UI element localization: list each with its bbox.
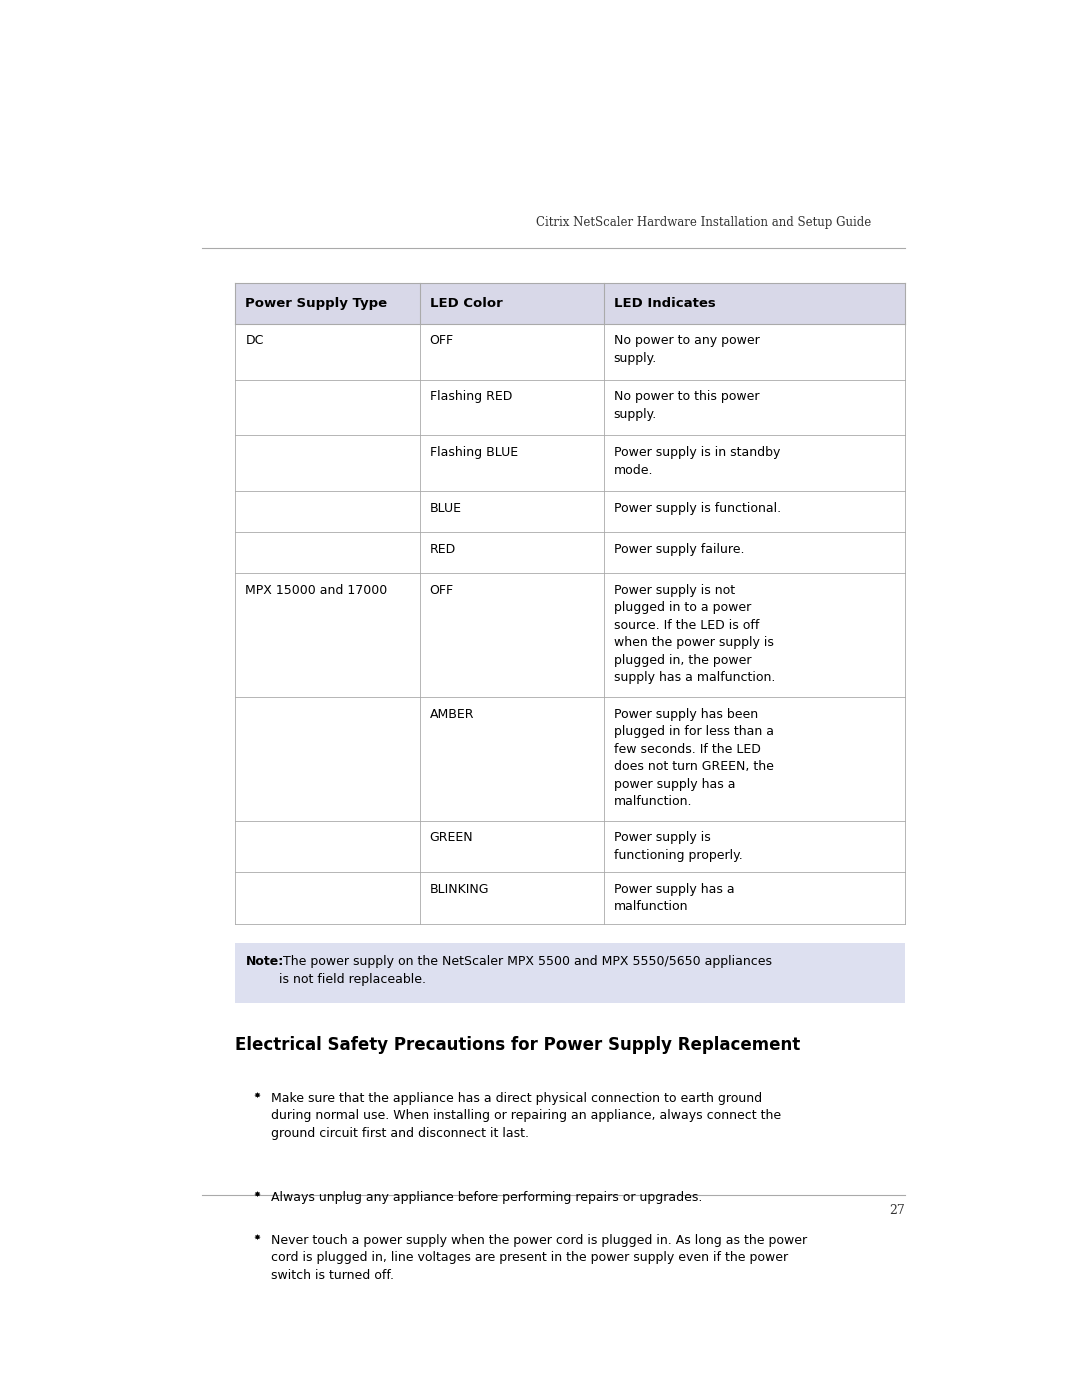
Text: OFF: OFF: [430, 584, 454, 597]
Text: AMBER: AMBER: [430, 708, 474, 721]
Text: Power supply is functional.: Power supply is functional.: [613, 502, 781, 515]
Text: No power to this power
supply.: No power to this power supply.: [613, 390, 759, 420]
Text: Electrical Safety Precautions for Power Supply Replacement: Electrical Safety Precautions for Power …: [235, 1035, 800, 1053]
Text: GREEN: GREEN: [430, 831, 473, 844]
Text: Power supply has been
plugged in for less than a
few seconds. If the LED
does no: Power supply has been plugged in for les…: [613, 708, 773, 807]
Text: Power supply is
functioning properly.: Power supply is functioning properly.: [613, 831, 743, 862]
Text: Power supply has a
malfunction: Power supply has a malfunction: [613, 883, 734, 914]
FancyBboxPatch shape: [235, 282, 905, 324]
Text: No power to any power
supply.: No power to any power supply.: [613, 334, 759, 365]
Text: Citrix NetScaler Hardware Installation and Setup Guide: Citrix NetScaler Hardware Installation a…: [537, 217, 872, 229]
Text: LED Color: LED Color: [430, 296, 502, 310]
Text: BLINKING: BLINKING: [430, 883, 489, 895]
Text: OFF: OFF: [430, 334, 454, 348]
Text: Never touch a power supply when the power cord is plugged in. As long as the pow: Never touch a power supply when the powe…: [271, 1234, 807, 1281]
Text: Make sure that the appliance has a direct physical connection to earth ground
du: Make sure that the appliance has a direc…: [271, 1091, 781, 1140]
Text: ✸: ✸: [254, 1190, 261, 1200]
Text: 27: 27: [889, 1204, 905, 1217]
Text: LED Indicates: LED Indicates: [613, 296, 716, 310]
Text: Flashing RED: Flashing RED: [430, 390, 512, 404]
Text: Note:: Note:: [245, 956, 284, 968]
Text: DC: DC: [245, 334, 264, 348]
Text: The power supply on the NetScaler MPX 5500 and MPX 5550/5650 appliances
is not f: The power supply on the NetScaler MPX 55…: [279, 956, 772, 985]
Text: Power supply is not
plugged in to a power
source. If the LED is off
when the pow: Power supply is not plugged in to a powe…: [613, 584, 775, 685]
Text: ✸: ✸: [254, 1091, 261, 1101]
Text: Power supply is in standby
mode.: Power supply is in standby mode.: [613, 446, 780, 476]
Text: Flashing BLUE: Flashing BLUE: [430, 446, 517, 460]
Text: MPX 15000 and 17000: MPX 15000 and 17000: [245, 584, 388, 597]
Text: Power supply failure.: Power supply failure.: [613, 543, 744, 556]
Text: ✸: ✸: [254, 1234, 261, 1243]
Text: Always unplug any appliance before performing repairs or upgrades.: Always unplug any appliance before perfo…: [271, 1190, 702, 1204]
Text: RED: RED: [430, 543, 456, 556]
FancyBboxPatch shape: [235, 943, 905, 1003]
Text: BLUE: BLUE: [430, 502, 461, 515]
Text: Power Supply Type: Power Supply Type: [245, 296, 388, 310]
